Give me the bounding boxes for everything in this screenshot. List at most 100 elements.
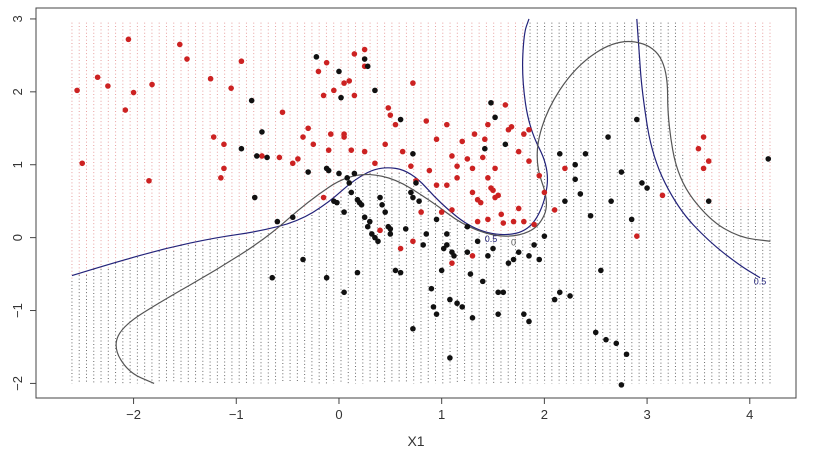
black-point bbox=[369, 231, 375, 237]
black-point bbox=[354, 269, 361, 276]
red-point bbox=[469, 253, 476, 259]
black-point bbox=[440, 245, 447, 252]
black-point bbox=[338, 94, 344, 101]
black-point bbox=[492, 114, 498, 121]
black-point bbox=[264, 154, 270, 161]
black-point bbox=[438, 267, 445, 274]
black-point bbox=[488, 99, 494, 106]
red-point bbox=[551, 207, 558, 213]
black-point bbox=[479, 278, 486, 285]
black-point bbox=[259, 129, 265, 135]
black-point bbox=[592, 329, 599, 336]
black-point bbox=[433, 311, 440, 317]
black-point bbox=[541, 233, 548, 239]
data-points bbox=[74, 36, 772, 388]
red-point bbox=[449, 260, 455, 266]
black-point bbox=[459, 304, 466, 310]
red-point bbox=[410, 238, 416, 245]
x-tick-label: 0 bbox=[335, 407, 342, 422]
red-point bbox=[310, 141, 317, 148]
red-point bbox=[320, 92, 327, 99]
red-point bbox=[341, 80, 347, 86]
red-point bbox=[659, 192, 666, 199]
red-point bbox=[454, 163, 460, 169]
red-point bbox=[392, 121, 399, 128]
black-point bbox=[531, 242, 537, 248]
red-point bbox=[323, 59, 330, 66]
red-point bbox=[221, 141, 227, 148]
black-point bbox=[269, 274, 276, 281]
red-point bbox=[495, 192, 501, 199]
black-point bbox=[618, 169, 625, 175]
red-point bbox=[146, 177, 152, 184]
red-point bbox=[454, 175, 460, 181]
red-point bbox=[130, 89, 137, 96]
x-tick-label: 2 bbox=[541, 407, 548, 422]
y-axis: −2 −1 0 1 2 3 bbox=[10, 15, 36, 391]
red-point bbox=[348, 147, 355, 153]
black-point bbox=[521, 311, 527, 317]
black-point bbox=[485, 253, 491, 259]
black-point bbox=[536, 256, 543, 263]
red-point bbox=[346, 78, 353, 84]
red-point bbox=[122, 107, 129, 113]
black-point bbox=[341, 209, 347, 215]
red-point bbox=[218, 175, 224, 181]
black-point bbox=[364, 223, 371, 230]
red-point bbox=[485, 216, 491, 223]
red-point bbox=[536, 172, 543, 179]
red-point bbox=[289, 160, 296, 167]
red-point bbox=[477, 199, 484, 206]
black-point bbox=[634, 116, 640, 123]
black-point bbox=[765, 156, 772, 162]
red-point bbox=[361, 46, 368, 53]
red-point bbox=[433, 182, 440, 188]
black-point bbox=[482, 145, 488, 152]
black-point bbox=[423, 231, 430, 237]
red-point bbox=[341, 134, 347, 140]
red-point bbox=[382, 141, 388, 148]
classification-grid bbox=[71, 22, 771, 384]
black-point bbox=[605, 134, 611, 140]
red-point bbox=[105, 83, 111, 89]
red-point bbox=[207, 75, 214, 82]
red-point bbox=[351, 51, 358, 57]
black-point bbox=[387, 231, 394, 237]
red-point bbox=[700, 165, 707, 172]
red-point bbox=[474, 218, 481, 225]
black-point bbox=[428, 285, 435, 292]
black-point bbox=[364, 63, 371, 70]
red-point bbox=[327, 131, 334, 137]
gray-boundary-curve bbox=[115, 40, 771, 384]
red-point bbox=[315, 68, 322, 75]
red-point bbox=[300, 134, 306, 140]
black-point bbox=[587, 212, 594, 219]
red-point bbox=[492, 165, 498, 172]
black-point bbox=[526, 253, 532, 259]
black-point bbox=[382, 209, 388, 215]
black-point bbox=[495, 289, 501, 296]
black-point bbox=[410, 325, 416, 332]
black-point bbox=[361, 56, 368, 62]
red-point bbox=[515, 205, 522, 212]
black-point bbox=[361, 214, 368, 221]
red-point bbox=[320, 194, 327, 201]
black-point bbox=[444, 231, 450, 237]
red-point bbox=[423, 118, 430, 124]
black-point bbox=[433, 216, 440, 223]
black-point bbox=[556, 289, 563, 296]
red-point bbox=[695, 145, 702, 152]
red-point bbox=[490, 187, 496, 194]
black-point bbox=[387, 226, 394, 232]
red-point bbox=[408, 163, 414, 169]
red-point bbox=[705, 158, 712, 164]
black-point bbox=[644, 185, 650, 191]
y-tick-label: 2 bbox=[10, 88, 25, 95]
black-point bbox=[254, 153, 260, 159]
red-point bbox=[385, 105, 392, 111]
red-point bbox=[228, 85, 234, 91]
x-tick-label: −2 bbox=[126, 407, 141, 422]
black-point bbox=[410, 150, 416, 157]
black-point bbox=[305, 169, 311, 175]
x-tick-label: 1 bbox=[438, 407, 445, 422]
